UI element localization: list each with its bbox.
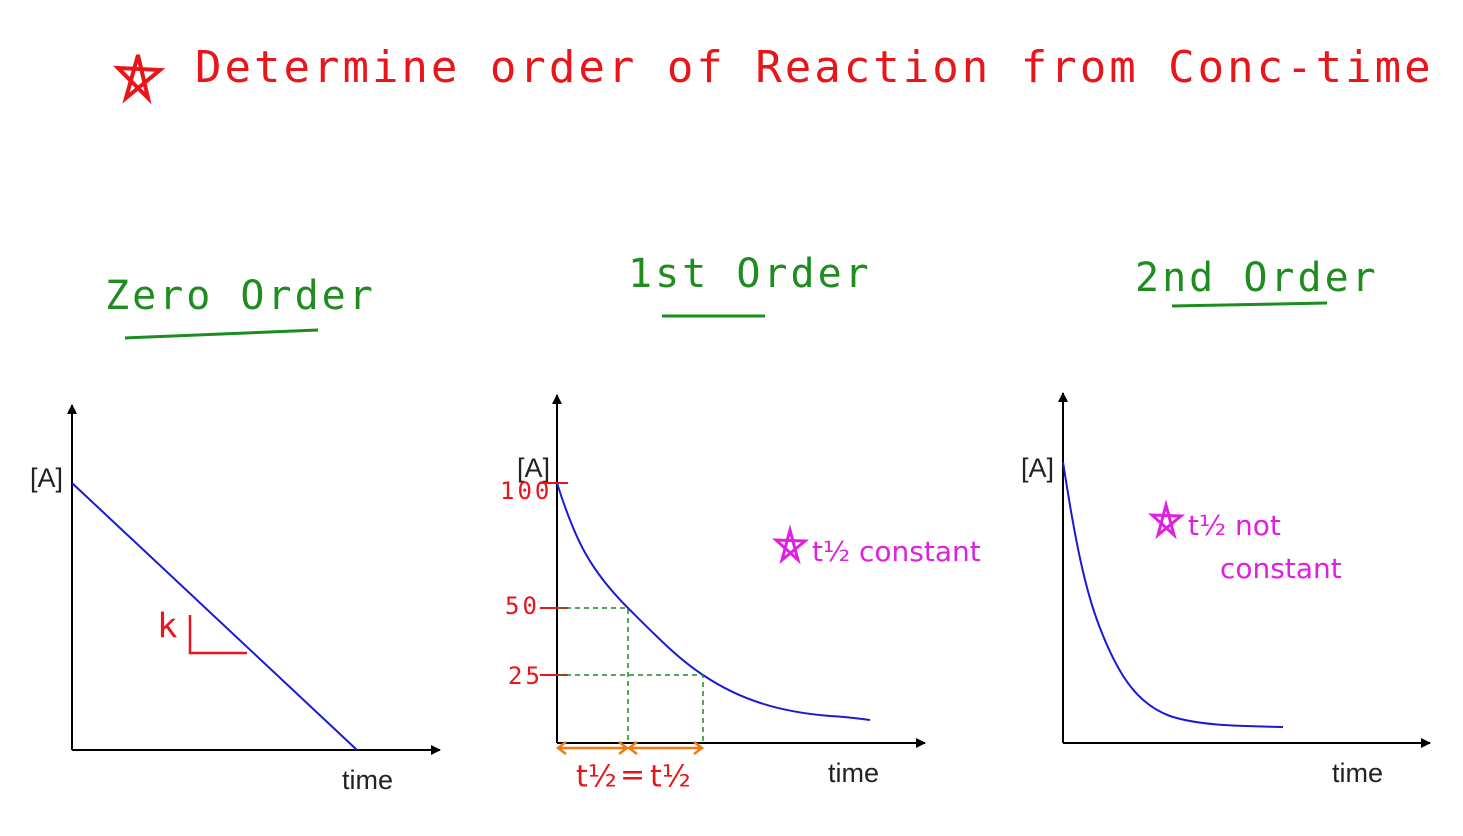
- x-label: time: [1332, 758, 1383, 788]
- level-ticks: [540, 482, 568, 676]
- half-life-label: t½: [576, 760, 617, 795]
- heading: 2nd Order: [1135, 255, 1379, 301]
- note: t½ not: [1188, 509, 1281, 542]
- equals: =: [620, 758, 645, 793]
- x-label: time: [342, 765, 393, 795]
- level-label: 50: [505, 592, 540, 620]
- line: [71, 482, 358, 751]
- y-label: [A]: [1021, 453, 1054, 483]
- slope-mark: [188, 615, 247, 655]
- note: t½ constant: [812, 535, 981, 568]
- y-label: [A]: [30, 463, 63, 493]
- level-label: 25: [508, 662, 543, 690]
- underline: [124, 328, 319, 340]
- guide-lines: [557, 607, 704, 743]
- star-icon: [771, 524, 810, 565]
- x-label: time: [828, 758, 879, 788]
- level-label: 100: [500, 477, 552, 505]
- curve: [556, 482, 871, 721]
- note: constant: [1220, 552, 1342, 585]
- heading: 1st Order: [628, 251, 872, 297]
- curve: [1062, 461, 1284, 728]
- y-label: [A]: [517, 453, 550, 483]
- underline: [1171, 301, 1328, 308]
- star-icon: [1147, 499, 1186, 540]
- slope-label: k: [157, 607, 180, 647]
- half-life-arrows: [555, 741, 705, 755]
- half-life-label: t½: [650, 760, 691, 795]
- star-icon: [112, 54, 166, 105]
- heading: Zero Order: [105, 273, 376, 319]
- title: Determine order of Reaction from Conc-ti…: [195, 42, 1463, 93]
